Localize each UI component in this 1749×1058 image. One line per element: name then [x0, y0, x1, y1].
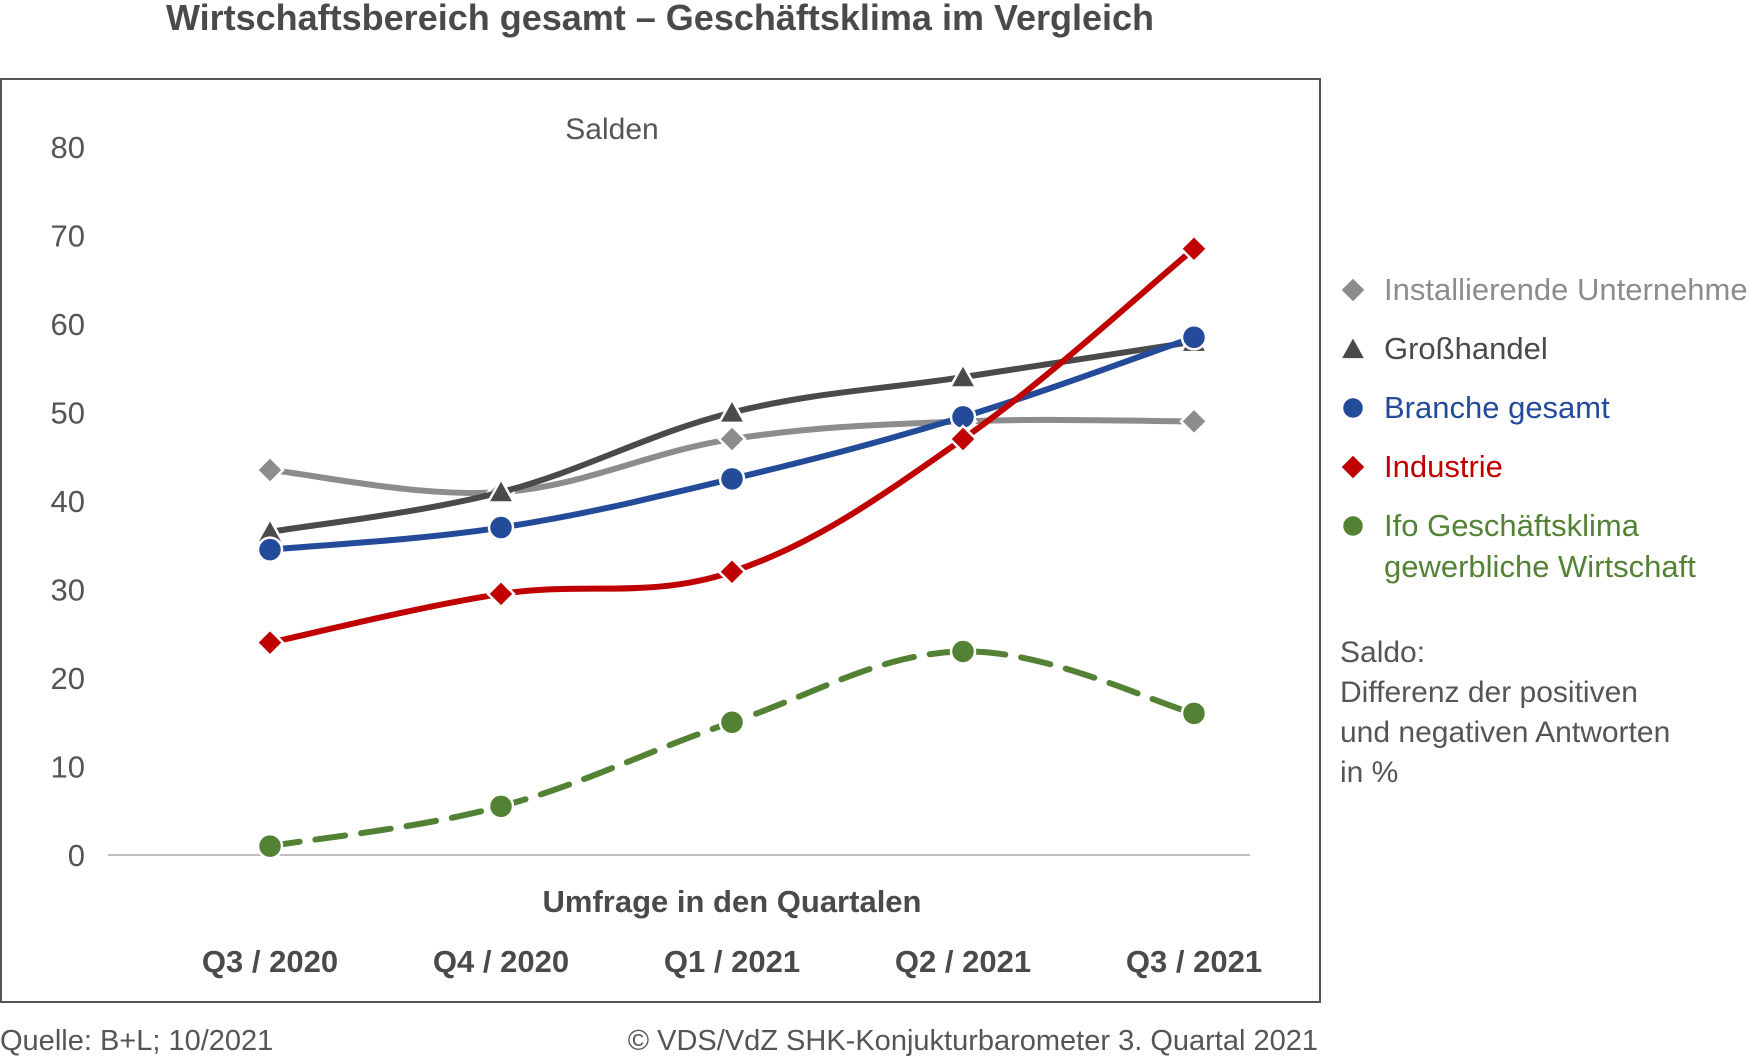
y-tick-label: 60	[51, 307, 85, 342]
legend-marker	[1340, 395, 1366, 421]
series-layer	[254, 234, 1210, 860]
y-tick-label: 80	[51, 130, 85, 165]
legend-item: Branche gesamt	[1340, 390, 1610, 425]
x-axis: Q3 / 2020 Q4 / 2020 Q1 / 2021 Q2 / 2021 Q3 /…	[202, 944, 1262, 979]
data-point	[487, 793, 515, 820]
y-tick-label: 20	[51, 661, 85, 696]
data-point	[717, 424, 747, 454]
legend: Installierende Unternehmen Großhandel Bran…	[1337, 272, 1749, 584]
saldo-line-1: Differenz der positiven	[1340, 676, 1638, 709]
plot-frame	[0, 78, 1321, 1003]
data-point	[716, 396, 748, 425]
copyright-text: © VDS/VdZ SHK-Konjukturbarometer 3. Quar…	[628, 1025, 1318, 1057]
data-point	[947, 361, 979, 389]
data-point	[1179, 406, 1209, 437]
legend-label: Industrie	[1384, 449, 1503, 484]
x-tick-label: Q3 / 2021	[1126, 944, 1262, 979]
legend-marker	[1338, 452, 1368, 482]
y-tick-label: 30	[51, 573, 85, 608]
legend-item: Ifo Geschäftsklima gewerbliche Wirtschaft	[1340, 508, 1696, 584]
y-tick-label: 40	[51, 484, 85, 519]
y-tick-label: 10	[51, 750, 85, 785]
saldo-heading: Saldo:	[1340, 636, 1425, 669]
series-line	[267, 648, 1197, 850]
legend-label: Installierende Unternehmen	[1384, 272, 1749, 307]
data-point	[1180, 700, 1208, 727]
y-tick-label: 70	[51, 219, 85, 254]
legend-label: Branche gesamt	[1384, 390, 1610, 425]
legend-label: Ifo Geschäftsklima	[1384, 508, 1640, 543]
data-point	[256, 536, 284, 563]
y-tick-label: 0	[68, 838, 85, 873]
x-tick-label: Q2 / 2021	[895, 944, 1031, 979]
data-point	[486, 579, 516, 609]
x-tick-label: Q3 / 2020	[202, 944, 338, 979]
chart-title: Wirtschaftsbereich gesamt – Geschäftskli…	[166, 0, 1154, 38]
legend-marker	[1338, 275, 1368, 305]
data-point	[485, 476, 517, 504]
data-point	[1179, 234, 1209, 264]
data-point	[487, 514, 515, 541]
data-point	[1180, 324, 1208, 351]
legend-item: Industrie	[1338, 449, 1503, 484]
y-axis: 0 10 20 30 40 50 60 70 80	[51, 130, 85, 873]
data-point	[949, 638, 977, 665]
data-point	[718, 465, 746, 493]
data-point	[948, 424, 978, 454]
saldo-line-2: und negativen Antworten	[1340, 716, 1670, 749]
data-point	[718, 709, 746, 736]
y-tick-label: 50	[51, 396, 85, 431]
legend-marker	[1337, 333, 1369, 361]
series-3	[255, 234, 1209, 658]
legend-marker	[1340, 513, 1366, 539]
data-point	[255, 455, 285, 485]
saldo-note: Saldo: Differenz der positiven und negat…	[1340, 636, 1670, 789]
legend-item: Großhandel	[1337, 331, 1548, 366]
data-point	[255, 627, 285, 658]
x-tick-label: Q1 / 2021	[664, 944, 800, 979]
source-text: Quelle: B+L; 10/2021	[0, 1025, 273, 1057]
legend-label: gewerbliche Wirtschaft	[1384, 549, 1696, 584]
x-tick-label: Q4 / 2020	[433, 944, 569, 979]
legend-label: Großhandel	[1384, 331, 1548, 366]
data-point	[717, 557, 747, 587]
legend-item: Installierende Unternehmen	[1338, 272, 1749, 307]
chart-subtitle: Salden	[565, 113, 658, 146]
series-4	[256, 638, 1208, 860]
data-point	[256, 832, 284, 860]
saldo-line-3: in %	[1340, 756, 1398, 789]
series-2	[256, 324, 1208, 563]
x-axis-label: Umfrage in den Quartalen	[543, 884, 922, 919]
